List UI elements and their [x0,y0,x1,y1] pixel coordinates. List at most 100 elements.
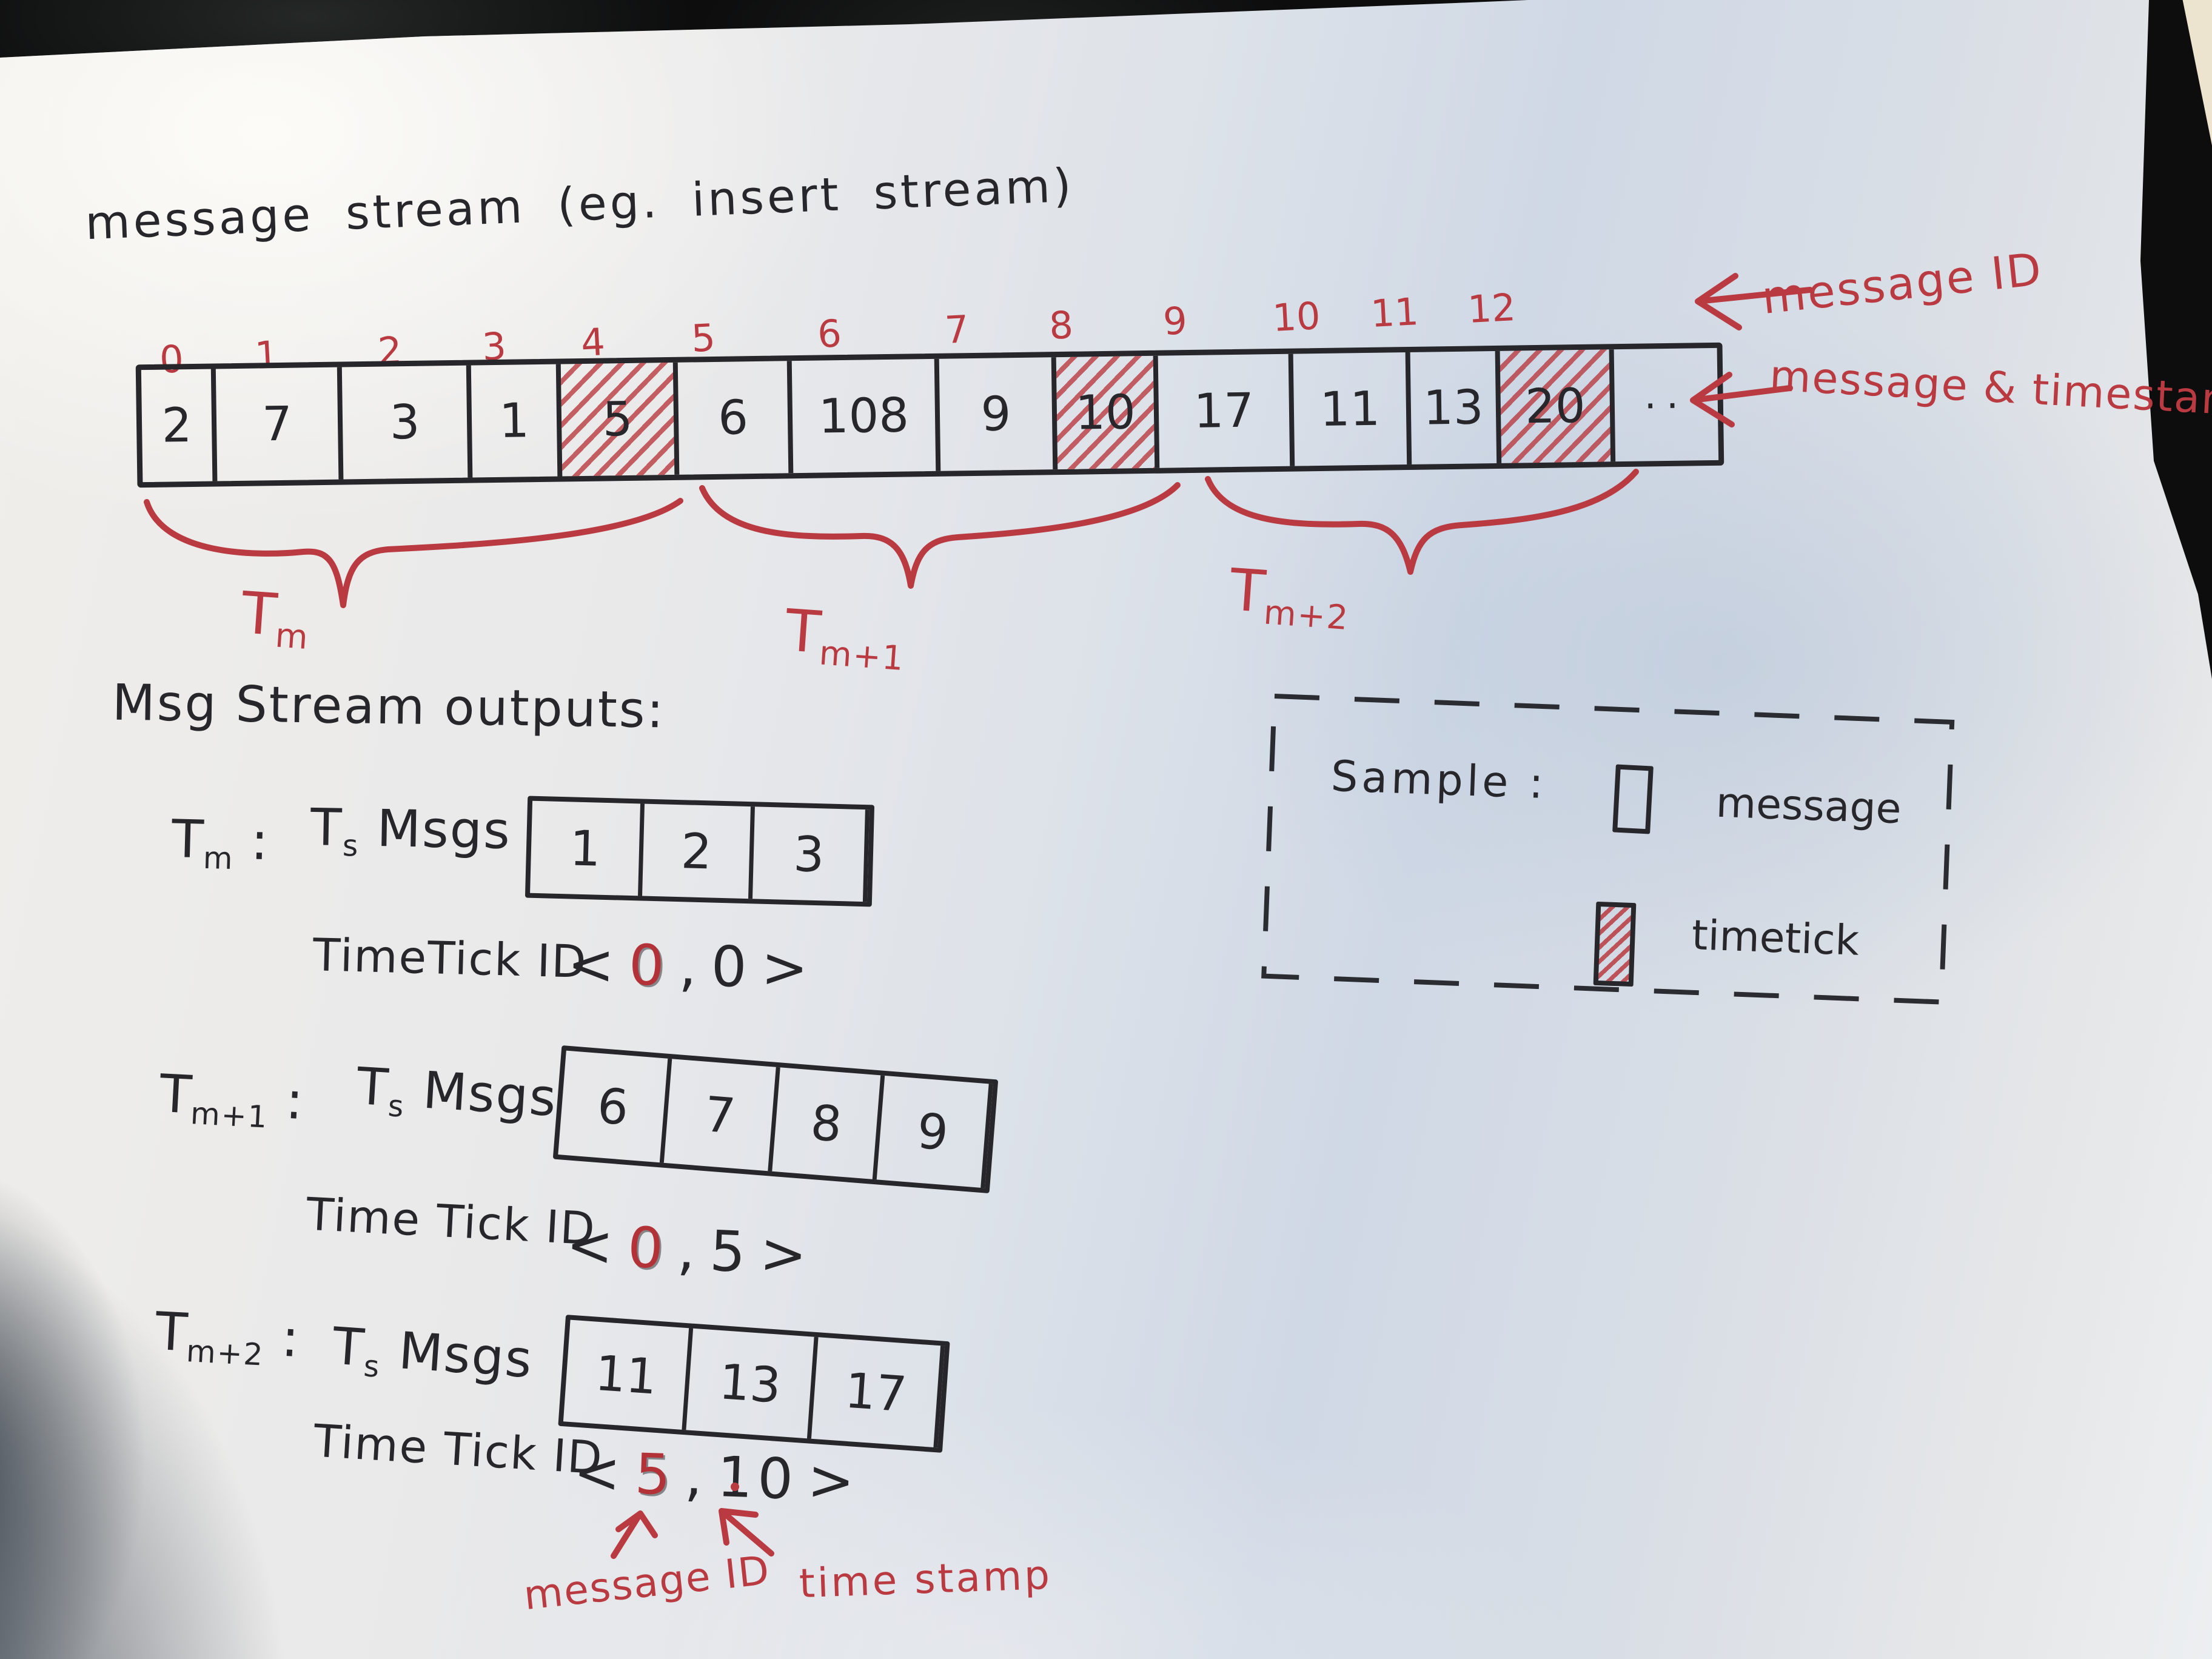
window-label-tm: Tm [239,580,313,657]
output-cell: 9 [876,1075,993,1188]
tuple-close: > [806,1447,860,1515]
output-cell-value: 17 [843,1362,909,1423]
stream-cell-value: .. [1643,372,1689,418]
output-cell: 11 [563,1319,694,1430]
stream-index-label: 8 [1048,303,1074,348]
output-cell: 8 [772,1067,885,1180]
row-tm2-tsmsgs-label: Ts Msgs [330,1316,535,1395]
row-name-base: T [153,1301,189,1364]
row-tm-timetick-tuple: <0, 0 > [562,931,818,1000]
tsmsgs-sub: s [362,1349,382,1385]
row-tm-name: Tm : [171,809,269,877]
row-tm2-name: Tm+2 : [153,1301,301,1375]
output-cell: 13 [686,1328,819,1439]
row-tm-tsmsgs-label: Ts Msgs [310,797,512,866]
stream-cell-value: 7 [261,397,293,452]
tuple-comma: , [676,1217,702,1283]
window-label-sub: m+1 [817,633,906,679]
row-name-base: T [170,808,204,871]
stream-cell-message: 2 [141,369,218,483]
window-label-base: T [1227,557,1268,626]
stream-cell-message: 3 [341,365,473,480]
stream-index-label: 11 [1369,289,1420,337]
output-cell-value: 3 [793,825,825,883]
stream-index-label: 6 [816,311,843,357]
row-name-base: T [158,1063,193,1126]
stream-cell-message: 108 [791,358,941,474]
tuple-message-id: 5 [634,1441,677,1508]
stream-cell-value: 10 [1074,384,1136,441]
window-label-sub: m+2 [1262,592,1350,638]
row-tm1-timetick-tuple: <0, 5 > [560,1212,818,1288]
legend-timetick-swatch-icon [1593,901,1637,987]
tsmsgs-word: Msgs [358,798,512,860]
row-tm2-timetick-tuple: <5, 10 > [568,1439,865,1515]
output-cell-value: 2 [680,822,713,880]
output-cell-value: 8 [808,1094,844,1153]
output-cell-value: 9 [915,1102,951,1161]
stream-cell-timetick: 5 [560,362,680,477]
tuple-comma: , [683,1443,709,1509]
stream-cell-message: 1 [471,364,563,478]
stream-cell-value: 13 [1423,380,1484,436]
tuple-open: < [565,1212,620,1279]
tsmsgs-word: Msgs [404,1059,559,1128]
stream-index-label: 10 [1271,293,1321,341]
tuple-message-id: 0 [626,1215,670,1282]
tsmsgs-sub: s [342,829,360,863]
stream-cell-message: 17 [1158,354,1295,468]
output-cell: 2 [642,803,755,899]
output-cell-value: 11 [593,1344,659,1406]
legend-message-swatch-icon [1612,764,1654,834]
row-tm-ticklabel: TimeTick ID [312,929,588,988]
output-cell: 17 [811,1337,945,1448]
stream-cell-message: 6 [677,361,794,475]
window-label-tm2: Tm+2 [1227,557,1353,637]
output-cell: 3 [752,806,870,902]
tsmsgs-base: T [330,1316,367,1378]
row-name-sep: : [267,1069,305,1132]
tuple-timestamp: 0 [710,934,752,1000]
window-label-base: T [239,580,280,649]
stream-cell-value: 11 [1319,381,1381,437]
legend-message-label: message [1715,779,1902,834]
output-cell-value: 6 [595,1077,631,1136]
tuple-close: > [758,1221,813,1288]
row-name-sep: : [263,1307,301,1370]
row-tm1-name: Tm+1 : [158,1063,305,1137]
row-name-sep: : [233,810,269,873]
row-name-sub: m+1 [189,1096,269,1135]
window-label-sub: m [273,615,310,657]
stream-cell-value: 6 [717,390,749,446]
stream-index-label: 12 [1466,284,1517,332]
window-label-tm1: Tm+1 [783,597,908,678]
stream-cell-message: 11 [1293,352,1412,466]
stream-cell-value: 5 [602,392,633,447]
tuple-message-id: 0 [628,933,670,999]
stream-cell-value: 9 [980,386,1011,442]
stream-cell-value: 108 [818,387,910,444]
output-cell-value: 1 [569,819,602,877]
output-cell: 6 [558,1050,672,1163]
stream-cell-timetick: 10 [1056,355,1160,470]
stream-cell-message: .. [1614,348,1719,461]
tuple-open: < [572,1439,627,1506]
legend-timetick-label: timetick [1691,911,1860,965]
tsmsgs-word: Msgs [379,1319,535,1390]
outputs-heading: Msg Stream outputs: [112,674,666,740]
stream-cell-message: 9 [939,357,1058,471]
tuple-close: > [760,935,814,1001]
stream-cell-message: 7 [215,367,344,481]
stream-cell-value: 1 [498,393,530,449]
stream-index-label: 9 [1161,298,1188,344]
message-stream-strip: 2 7 3 1 5 6 108 9 10 17 11 13 20.. [135,342,1724,488]
stream-cell-value: 2 [161,398,193,454]
stream-cell-message: 13 [1410,350,1502,464]
stream-cell-value: 3 [389,395,421,450]
tuple-open: < [567,931,620,997]
tuple-timestamp: 10 [716,1444,799,1512]
tuple-comma: , [678,933,702,999]
output-cell-value: 7 [702,1085,738,1145]
row-name-sub: m+2 [185,1333,265,1373]
output-cell: 1 [530,800,645,896]
